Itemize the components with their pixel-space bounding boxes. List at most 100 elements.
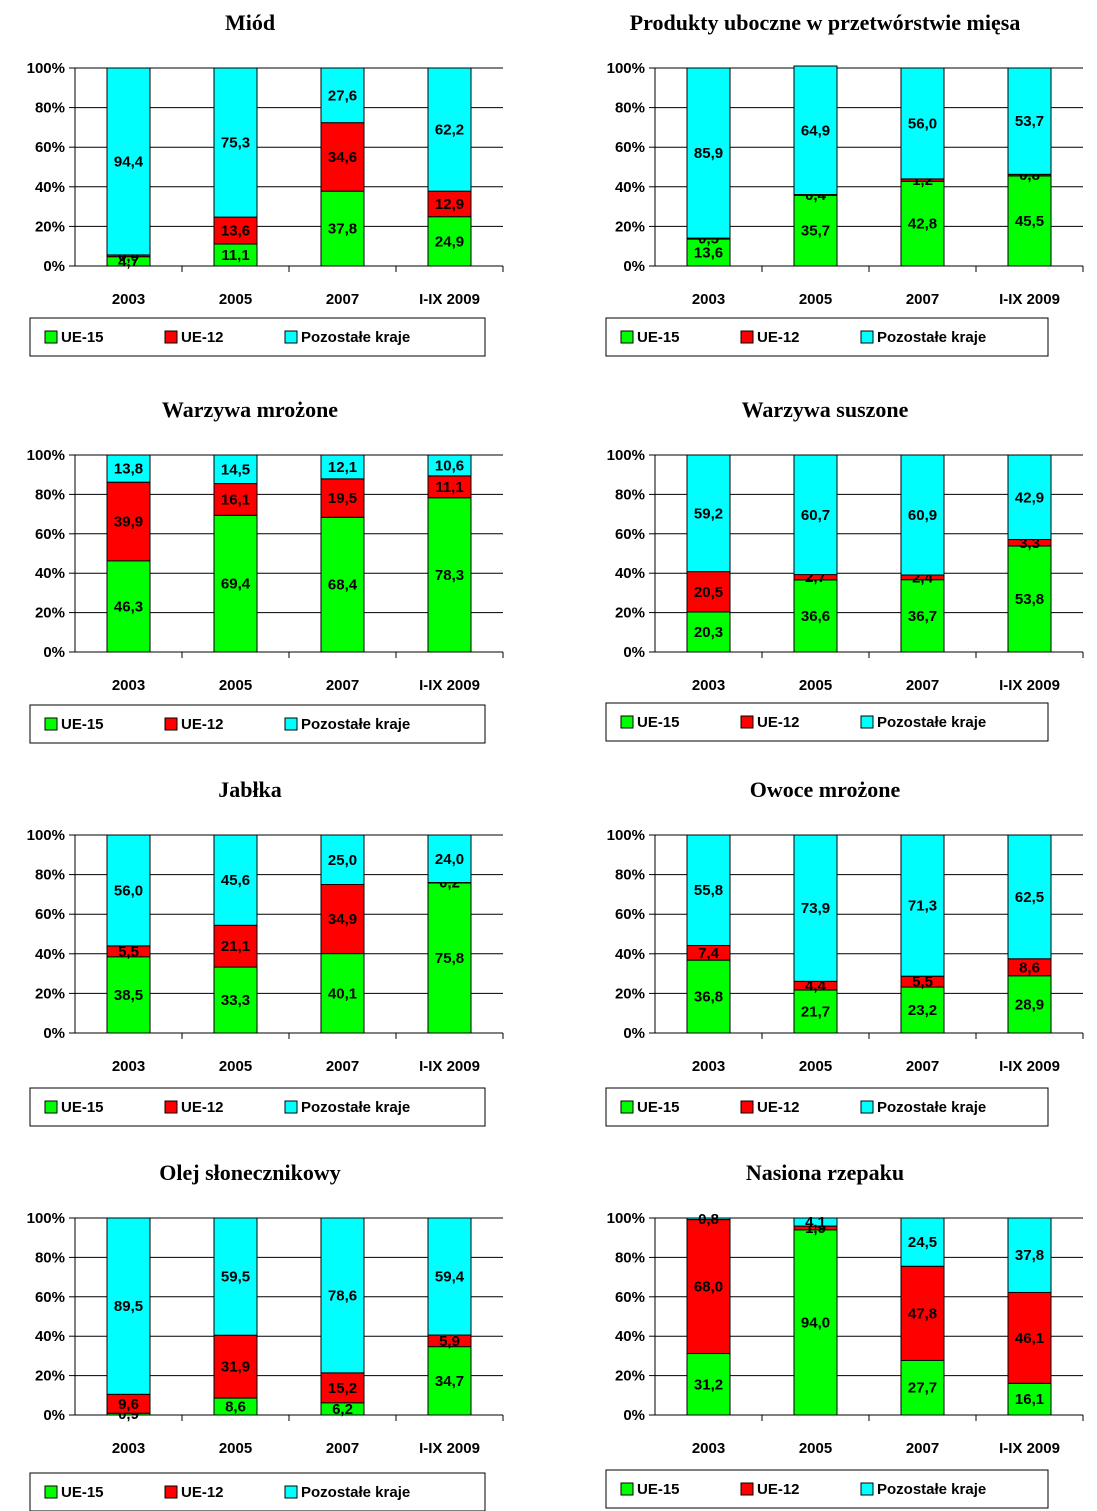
chart-title: Warzywa mrożone xyxy=(162,397,338,422)
x-tick-label: 2003 xyxy=(112,1440,145,1457)
legend-label: Pozostałe kraje xyxy=(301,329,410,346)
legend-swatch xyxy=(620,1100,634,1114)
y-tick-label: 40% xyxy=(35,946,65,963)
y-tick-label: 20% xyxy=(35,605,65,622)
data-label: 36,6 xyxy=(801,608,830,625)
bar-segment xyxy=(686,67,731,239)
legend: UE-15 UE-12 Pozostałe kraje xyxy=(605,702,1049,742)
x-tick-label: I-IX 2009 xyxy=(999,1440,1060,1457)
x-tick-label: 2003 xyxy=(112,291,145,308)
data-label: 71,3 xyxy=(908,898,937,915)
data-label: 6,2 xyxy=(332,1401,353,1418)
data-label: 5,9 xyxy=(439,1333,460,1350)
bar-segment xyxy=(686,611,731,653)
y-tick-label: 80% xyxy=(35,1249,65,1266)
legend-label: UE-12 xyxy=(181,1099,224,1116)
data-label: 75,8 xyxy=(435,950,464,967)
y-tick-label: 100% xyxy=(607,1210,645,1227)
legend-swatch xyxy=(860,330,874,344)
bar-segment xyxy=(320,1372,365,1404)
bar-segment xyxy=(900,579,945,653)
data-label: 73,9 xyxy=(801,900,830,917)
data-label: 59,4 xyxy=(435,1269,465,1286)
data-label: 24,0 xyxy=(435,851,464,868)
y-tick-label: 60% xyxy=(615,139,645,156)
data-label: 59,5 xyxy=(221,1269,250,1286)
bar-segment xyxy=(427,882,472,1034)
y-tick-label: 60% xyxy=(35,1289,65,1306)
legend-swatch xyxy=(164,330,178,344)
bar-segment xyxy=(1007,67,1052,175)
chart-panel: Olej słonecznikowy0%20%40%60%80%100%0,99… xyxy=(27,1160,504,1511)
x-tick-label: 2007 xyxy=(326,1440,359,1457)
chart-panel: Jabłka 0% 20% 40% 60% 80% 100% 38,5 5,5 56,0 2003 3… xyxy=(27,777,504,1127)
bar-segment xyxy=(900,986,945,1034)
bar-segment xyxy=(1007,1382,1052,1416)
data-label: 37,8 xyxy=(1015,1247,1044,1264)
data-label: 13,8 xyxy=(114,461,143,478)
legend-box xyxy=(29,1472,486,1511)
legend: UE-15 UE-12 Pozostałe kraje xyxy=(605,1469,1049,1509)
bar-segment xyxy=(900,834,945,977)
bar-segment xyxy=(1007,175,1052,267)
bar-segment xyxy=(106,481,151,562)
data-label: 75,3 xyxy=(221,135,250,152)
data-label: 46,1 xyxy=(1015,1330,1044,1347)
y-tick-label: 20% xyxy=(35,985,65,1002)
x-tick-label: 2005 xyxy=(799,291,832,308)
bar-segment xyxy=(900,1265,945,1361)
bar-segment xyxy=(1007,545,1052,653)
bar-segment xyxy=(213,1334,258,1399)
chart-panel: Warzywa mrożone 0% 20% 40% 60% 80% 100% 46,3 39,… xyxy=(27,397,504,744)
legend-swatch xyxy=(44,717,58,731)
legend-swatch xyxy=(860,1482,874,1496)
data-label: 15,2 xyxy=(328,1380,357,1397)
legend-swatch xyxy=(860,715,874,729)
data-label: 34,6 xyxy=(328,149,357,166)
bar-segment xyxy=(427,1217,472,1336)
data-label: 14,5 xyxy=(221,461,250,478)
data-label: 8,6 xyxy=(225,1399,246,1416)
bar-segment xyxy=(213,514,258,653)
y-tick-label: 0% xyxy=(43,644,65,661)
data-label: 35,7 xyxy=(801,223,830,240)
bar-segment xyxy=(427,1346,472,1416)
data-label: 34,9 xyxy=(328,911,357,928)
bar-segment xyxy=(106,834,151,947)
bar-segment xyxy=(106,1217,151,1395)
legend-box xyxy=(605,1087,1049,1127)
data-label: 11,1 xyxy=(221,247,249,264)
data-label: 20,3 xyxy=(694,624,723,641)
legend: UE-15 UE-12 Pozostałe kraje xyxy=(29,317,486,357)
legend-label: Pozostałe kraje xyxy=(877,329,986,346)
legend: UE-15 UE-12 Pozostałe kraje xyxy=(29,704,486,744)
y-tick-label: 100% xyxy=(607,827,645,844)
legend-box xyxy=(605,702,1049,742)
bar-segment xyxy=(213,216,258,245)
data-label: 37,8 xyxy=(328,221,357,238)
data-label: 68,0 xyxy=(694,1279,723,1296)
y-tick-label: 40% xyxy=(615,565,645,582)
data-label: 78,6 xyxy=(328,1287,357,1304)
legend-label: Pozostałe kraje xyxy=(877,714,986,731)
y-tick-label: 60% xyxy=(35,526,65,543)
bar-segment xyxy=(320,478,365,518)
bar-segment xyxy=(793,1229,838,1416)
data-label: 36,7 xyxy=(908,608,937,625)
x-tick-label: I-IX 2009 xyxy=(419,1440,480,1457)
data-label: 78,3 xyxy=(435,567,464,584)
legend-label: UE-15 xyxy=(637,714,680,731)
data-label: 60,7 xyxy=(801,507,830,524)
bar-segment xyxy=(686,1217,731,1221)
legend-label: UE-12 xyxy=(757,1481,800,1498)
data-label: 13,6 xyxy=(694,245,723,262)
y-tick-label: 100% xyxy=(607,60,645,77)
data-label: 62,2 xyxy=(435,122,464,139)
x-tick-label: I-IX 2009 xyxy=(999,677,1060,694)
legend-label: UE-12 xyxy=(181,716,224,733)
x-tick-label: 2005 xyxy=(799,1058,832,1075)
y-tick-label: 80% xyxy=(35,100,65,117)
data-label: 94,0 xyxy=(801,1314,830,1331)
bar-segment xyxy=(427,834,472,884)
legend-label: UE-12 xyxy=(757,1099,800,1116)
